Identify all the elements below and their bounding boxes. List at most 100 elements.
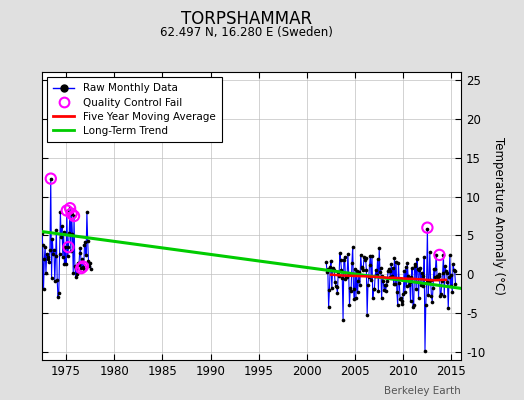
Point [443,279,452,286]
Point [368,294,377,301]
Point [354,278,363,284]
Point [440,293,449,300]
Point [363,311,372,318]
Text: Berkeley Earth: Berkeley Earth [385,386,461,396]
Point [450,267,458,273]
Point [353,268,361,275]
Point [53,277,61,283]
Point [380,286,388,293]
Point [413,266,422,272]
Point [331,278,339,285]
Point [39,242,47,248]
Point [406,279,414,286]
Point [330,267,339,274]
Point [365,262,374,268]
Point [346,285,355,291]
Point [369,286,378,292]
Point [381,288,390,294]
Point [328,285,336,292]
Point [65,230,73,236]
Point [364,281,372,288]
Point [85,263,93,269]
Point [392,259,400,266]
Point [357,264,366,270]
Point [338,274,346,281]
Point [365,274,373,280]
Point [385,266,393,272]
Point [63,207,71,214]
Point [82,252,90,258]
Point [83,209,91,216]
Point [384,268,392,275]
Point [422,302,430,308]
Point [72,265,81,272]
Point [68,210,76,217]
Point [427,277,435,283]
Point [42,250,51,257]
Point [341,254,349,260]
Point [345,302,354,308]
Point [418,272,427,279]
Point [409,304,417,310]
Point [47,176,55,182]
Point [389,264,397,271]
Point [414,295,423,302]
Point [383,278,391,284]
Point [332,283,340,289]
Point [380,282,389,288]
Point [361,256,369,263]
Point [81,239,90,246]
Point [324,266,332,273]
Point [62,207,71,214]
Point [322,259,331,265]
Point [74,260,82,266]
Point [70,213,78,219]
Point [398,301,407,307]
Point [323,268,331,275]
Point [355,268,363,275]
Point [50,247,58,253]
Point [56,250,64,257]
Point [324,304,333,310]
Point [395,280,403,286]
Point [447,272,456,278]
Point [52,227,61,233]
Point [410,302,418,308]
Point [44,256,52,262]
Point [406,298,414,304]
Point [442,270,451,276]
Point [377,264,385,271]
Point [62,261,70,267]
Point [420,254,429,261]
Point [430,266,438,272]
Text: TORPSHAMMAR: TORPSHAMMAR [181,10,312,28]
Point [436,293,444,300]
Point [376,269,384,276]
Point [412,286,420,293]
Point [47,274,56,281]
Point [336,250,344,256]
Point [441,263,449,270]
Point [78,256,86,262]
Point [389,281,398,287]
Point [372,266,380,273]
Point [435,271,444,278]
Point [77,245,85,251]
Point [54,290,63,296]
Point [368,253,376,259]
Point [68,231,77,238]
Point [400,268,408,274]
Point [86,265,95,272]
Point [70,213,78,219]
Point [351,266,359,272]
Point [439,252,447,259]
Point [397,295,405,302]
Point [348,244,357,250]
Point [356,282,364,288]
Point [442,268,450,274]
Point [374,256,382,262]
Point [428,298,436,305]
Point [408,265,417,271]
Point [352,294,360,301]
Point [410,261,419,267]
